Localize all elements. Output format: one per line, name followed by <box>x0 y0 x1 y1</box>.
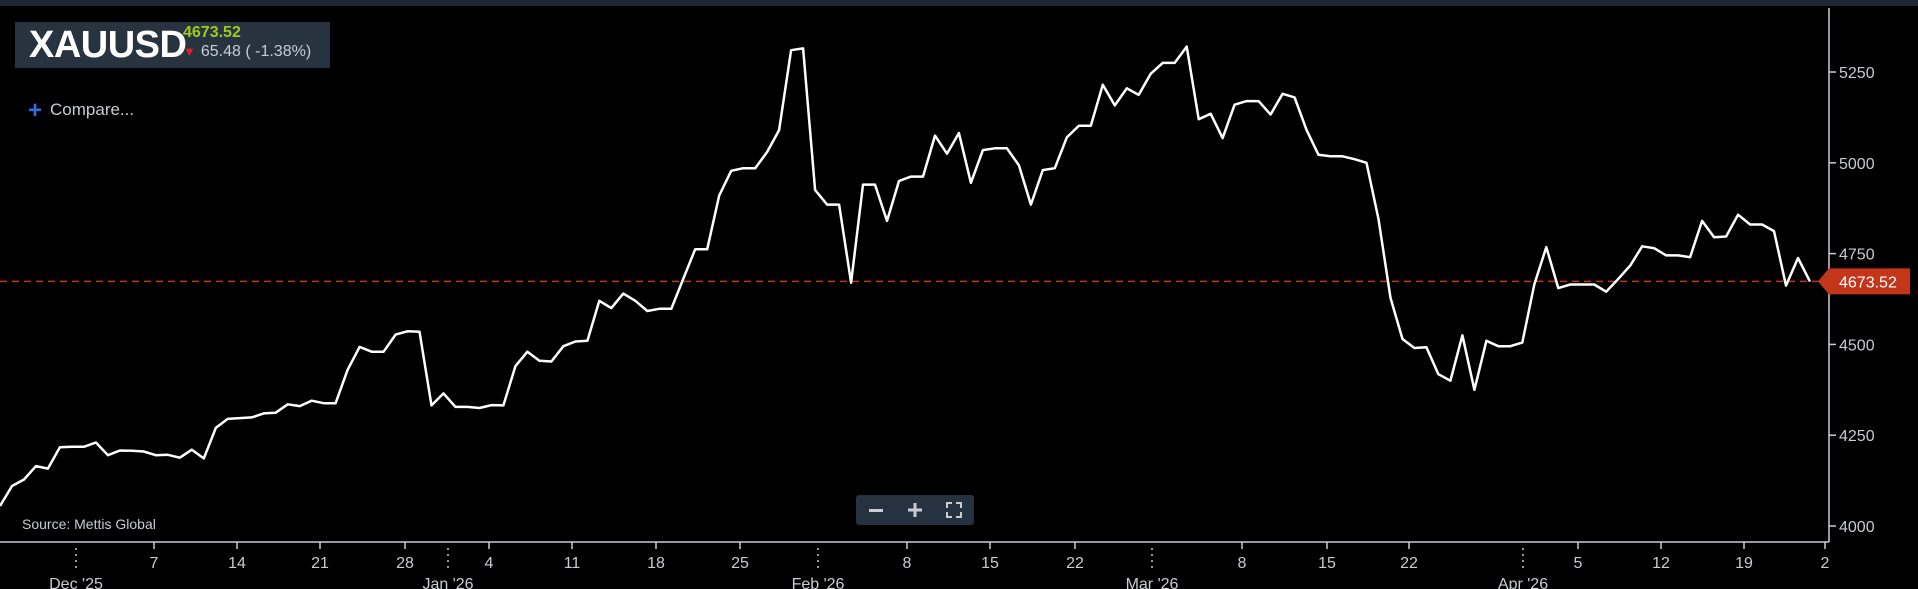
x-tick-label: 8 <box>903 555 912 572</box>
x-tick-label: Dec '25 <box>49 576 103 589</box>
price-series-line <box>0 45 1812 507</box>
x-tick-label: Mar '26 <box>1126 576 1179 589</box>
y-tick-label: 5000 <box>1839 156 1875 173</box>
x-tick-label: 15 <box>1318 555 1336 572</box>
fullscreen-button[interactable] <box>938 496 970 524</box>
price-change-row: ▼ 65.48 ( -1.38%) <box>183 43 311 61</box>
x-tick-label: Apr '26 <box>1498 576 1548 589</box>
x-tick-label: 4 <box>485 555 494 572</box>
y-tick-label: 4500 <box>1839 337 1875 354</box>
x-tick-label: 12 <box>1652 555 1670 572</box>
last-price-tag <box>1818 268 1910 295</box>
y-tick-label: 4250 <box>1839 428 1875 445</box>
x-tick-label: 22 <box>1400 555 1418 572</box>
x-tick-label: 22 <box>1066 555 1084 572</box>
minus-icon <box>868 509 883 512</box>
plus-icon <box>907 503 922 517</box>
top-bar <box>0 0 1918 6</box>
x-tick-label: Jan '26 <box>422 576 473 589</box>
x-tick-label: 2 <box>1821 555 1830 572</box>
y-tick-label: 4000 <box>1839 519 1875 536</box>
last-price-tag-label: 4673.52 <box>1839 274 1897 291</box>
x-tick-label: 28 <box>396 555 414 572</box>
x-tick-label: 7 <box>150 555 159 572</box>
x-tick-label: 5 <box>1574 555 1583 572</box>
x-tick-label: 25 <box>731 555 749 572</box>
y-tick-label: 5250 <box>1839 65 1875 82</box>
ticker-symbol: XAUUSD <box>29 24 187 66</box>
last-price: 4673.52 <box>183 24 241 41</box>
compare-button[interactable]: + Compare... <box>28 97 134 125</box>
x-tick-label: 14 <box>228 555 246 572</box>
zoom-controls <box>856 495 974 525</box>
ticker-header: XAUUSD 4673.52 ▼ 65.48 ( -1.38%) <box>15 22 330 68</box>
source-note: Source: Mettis Global <box>22 516 156 532</box>
zoom-in-button[interactable] <box>899 496 931 524</box>
x-tick-label: 19 <box>1735 555 1753 572</box>
x-tick-label: 21 <box>311 555 329 572</box>
x-tick-label: Feb '26 <box>792 576 845 589</box>
y-tick-label: 4750 <box>1839 247 1875 264</box>
x-tick-label: 11 <box>564 555 581 572</box>
x-tick-label: 8 <box>1238 555 1247 572</box>
x-tick-label: 18 <box>647 555 665 572</box>
x-tick-label: 15 <box>981 555 999 572</box>
compare-label: Compare... <box>50 100 135 119</box>
price-change: 65.48 ( -1.38%) <box>200 43 312 60</box>
plus-icon: + <box>28 97 43 124</box>
zoom-out-button[interactable] <box>860 496 892 524</box>
fullscreen-icon <box>946 502 963 518</box>
down-arrow-icon: ▼ <box>183 44 196 59</box>
